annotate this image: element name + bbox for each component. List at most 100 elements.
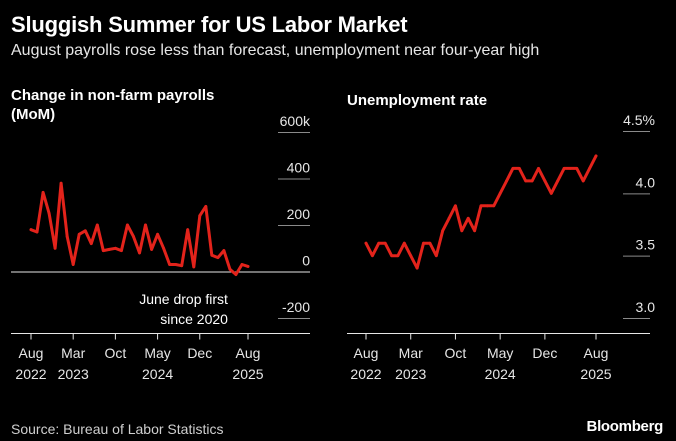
unemployment-data-point [485, 204, 489, 208]
unemployment-data-point [492, 204, 496, 208]
payrolls-data-point [144, 223, 147, 227]
source-note: Source: Bureau of Labor Statistics [11, 421, 224, 437]
unemployment-x-tick-month: May [487, 345, 513, 361]
payrolls-annotation-line: since 2020 [160, 311, 228, 327]
unemployment-data-point [549, 191, 553, 195]
payrolls-y-tick-label: 600k [280, 113, 311, 129]
unemployment-y-tick-label: 3.0 [636, 299, 656, 315]
payrolls-x-tick-month: Aug [19, 345, 44, 361]
unemployment-data-point [390, 254, 393, 258]
payrolls-x-tick-month: Aug [236, 345, 261, 361]
payrolls-data-point [89, 242, 93, 246]
payrolls-y-tick-label: 400 [287, 160, 311, 176]
payrolls-data-point [132, 235, 135, 239]
payrolls-data-point [216, 256, 220, 259]
payrolls-x-tick-month: May [144, 345, 170, 361]
payrolls-data-point [53, 246, 57, 250]
unemployment-data-point [422, 241, 425, 245]
unemployment-data-point [434, 254, 438, 258]
payrolls-x-tick-year: 2024 [142, 366, 173, 382]
unemployment-data-point [454, 204, 457, 208]
payrolls-title-line-1: Change in non-farm payrolls [11, 87, 215, 104]
unemployment-data-point [460, 229, 464, 233]
unemployment-data-point [473, 229, 477, 233]
payrolls-data-point [83, 229, 87, 233]
payrolls-data-point [228, 267, 232, 271]
payrolls-data-point [162, 246, 166, 250]
payrolls-x-tick-year: 2023 [58, 366, 89, 382]
payrolls-x-tick-month: Oct [104, 345, 126, 361]
unemployment-data-point [511, 167, 515, 170]
payrolls-chart: 600k 400 200 0 -200 Aug 2022 Mar 2023 Oct May 2024 D… [11, 113, 311, 382]
payrolls-data-point [198, 214, 202, 218]
payrolls-data-point [47, 211, 51, 215]
payrolls-data-point [156, 232, 159, 236]
unemployment-data-point [581, 179, 585, 183]
payrolls-data-point [77, 232, 81, 236]
payrolls-data-point [234, 273, 238, 276]
payrolls-data-point [138, 251, 141, 255]
payrolls-x-tick-year: 2022 [15, 366, 46, 382]
payrolls-data-point [35, 230, 39, 234]
payrolls-annotation-line: June drop first [139, 291, 228, 307]
payrolls-data-point [204, 205, 208, 208]
unemployment-y-tick-label: 3.5 [636, 237, 656, 253]
unemployment-x-tick-year: 2022 [350, 366, 381, 382]
unemployment-data-point [402, 241, 406, 245]
payrolls-x-tick-month: Dec [187, 345, 212, 361]
unemployment-y-tick-label: 4.0 [636, 174, 656, 190]
unemployment-x-tick-year: 2023 [395, 366, 426, 382]
unemployment-data-point [370, 254, 374, 258]
unemployment-data-point [537, 167, 540, 170]
payrolls-data-point [107, 248, 111, 251]
unemployment-data-point [530, 179, 534, 183]
payrolls-data-point [150, 248, 153, 251]
unemployment-series-line [364, 154, 598, 270]
unemployment-data-point [441, 229, 445, 233]
unemployment-data-point [505, 179, 508, 183]
unemployment-data-point [556, 179, 560, 183]
payrolls-data-point [120, 249, 123, 252]
payrolls-y-tick-label: 200 [287, 206, 311, 222]
unemployment-data-point [447, 216, 451, 220]
unemployment-data-point [428, 241, 432, 245]
unemployment-x-tick-year: 2024 [485, 366, 516, 382]
payrolls-data-point [168, 263, 172, 266]
payrolls-data-point [126, 223, 129, 227]
unemployment-data-point [396, 254, 400, 258]
unemployment-data-point [594, 154, 598, 158]
payrolls-data-point [192, 265, 196, 269]
payrolls-data-point [95, 223, 99, 227]
unemployment-x-tick-month: Dec [532, 345, 557, 361]
unemployment-x-tick-month: Aug [354, 345, 379, 361]
unemployment-data-point [415, 266, 419, 270]
unemployment-data-point [569, 167, 572, 170]
unemployment-data-point [466, 216, 470, 220]
unemployment-y-tick-label: 4.5% [623, 112, 655, 128]
chart-subtitle: August payrolls rose less than forecast,… [11, 42, 540, 59]
bloomberg-logo: Bloomberg [586, 418, 664, 435]
payrolls-data-point [210, 253, 214, 257]
unemployment-panel-title: Unemployment rate [347, 92, 488, 109]
payrolls-data-point [101, 249, 105, 252]
unemployment-data-point [562, 167, 566, 170]
payrolls-data-point [222, 249, 226, 252]
unemployment-x-tick-year: 2025 [580, 366, 611, 382]
payrolls-data-point [59, 181, 63, 185]
unemployment-data-point [383, 241, 387, 245]
unemployment-data-point [575, 167, 579, 170]
payrolls-data-point [113, 246, 117, 250]
payrolls-data-point [65, 235, 69, 239]
unemployment-x-tick-month: Mar [399, 345, 423, 361]
payrolls-title-line-2: (MoM) [11, 106, 56, 123]
payrolls-x-tick-year: 2025 [232, 366, 263, 382]
payrolls-panel-title: Change in non-farm payrolls (MoM) [11, 86, 214, 124]
unemployment-x-tick-month: Aug [584, 345, 609, 361]
payrolls-y-tick-label: 0 [302, 253, 310, 269]
payrolls-data-point [246, 264, 250, 268]
unemployment-data-point [409, 254, 413, 258]
payrolls-data-point [174, 263, 178, 266]
unemployment-data-point [498, 191, 502, 195]
payrolls-series-line [29, 181, 250, 276]
